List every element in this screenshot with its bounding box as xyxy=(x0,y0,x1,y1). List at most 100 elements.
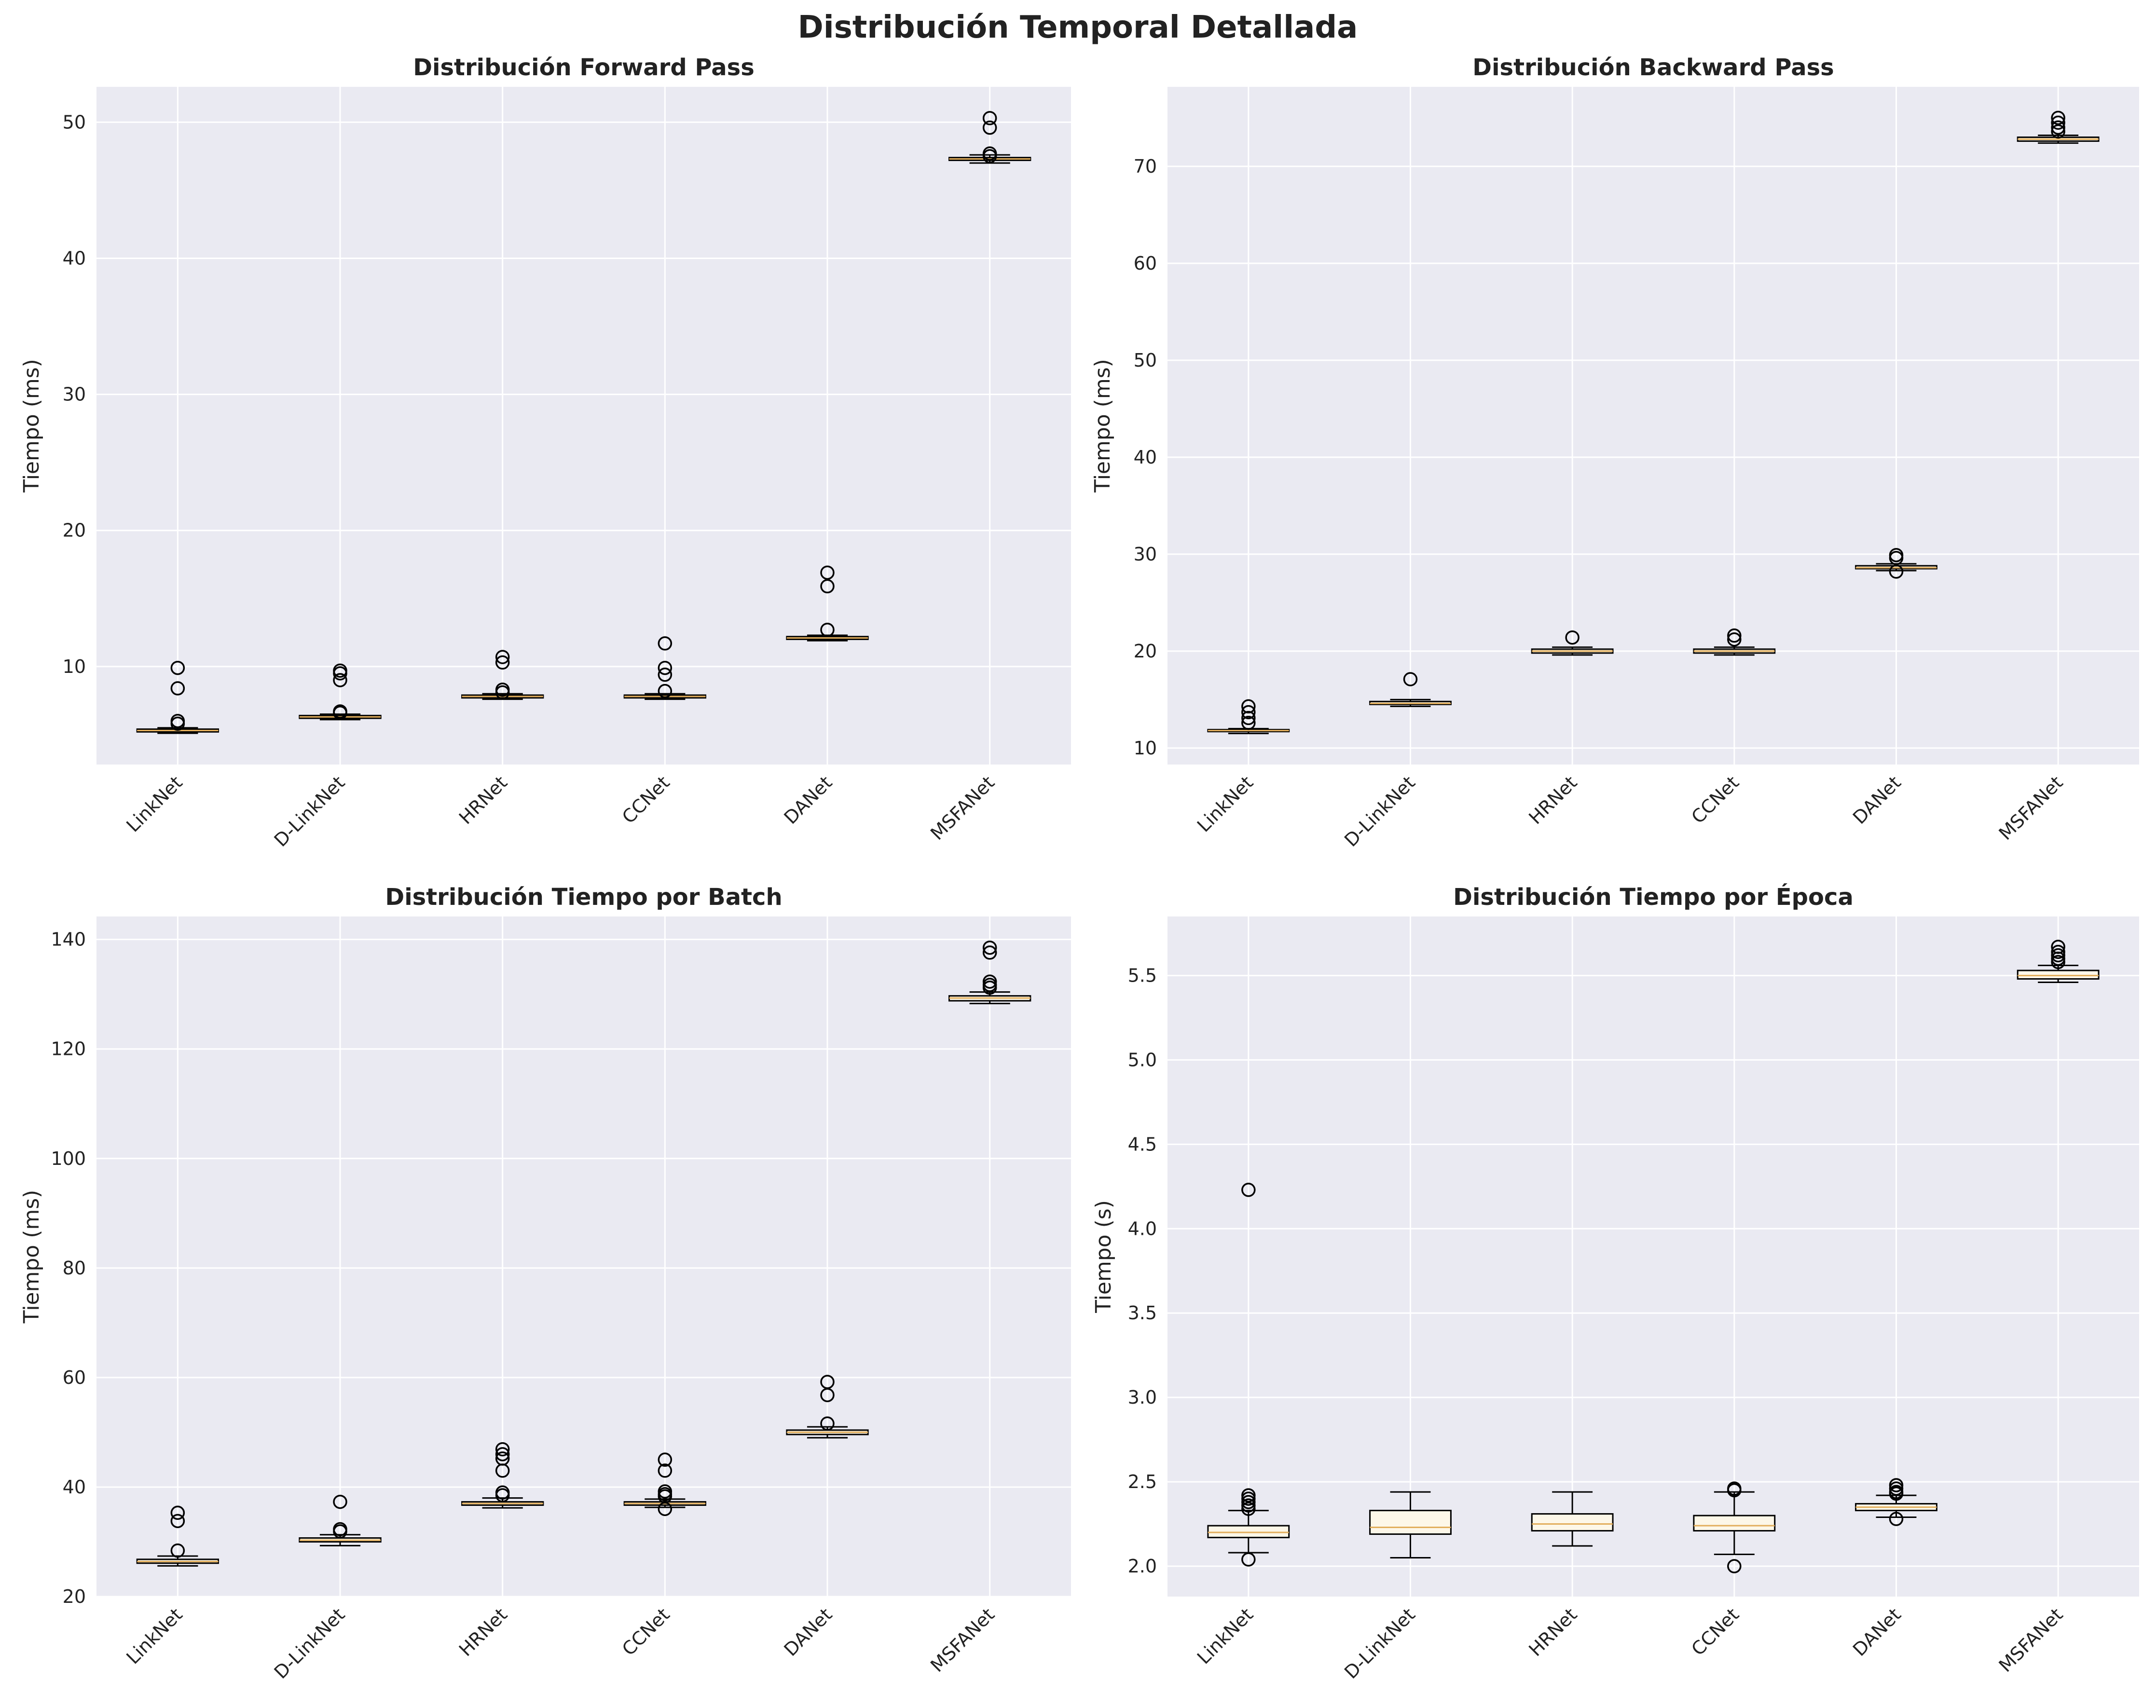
flier-point xyxy=(820,622,835,637)
y-tick-label: 60 xyxy=(63,1367,86,1388)
flier-point xyxy=(1241,1183,1256,1197)
box-MSFANet xyxy=(2017,940,2100,983)
flier-point xyxy=(170,1514,185,1529)
box-CCNet xyxy=(1693,628,1776,656)
flier-point xyxy=(658,683,673,698)
box-HRNet xyxy=(461,650,544,700)
y-axis-label: Tiempo (s) xyxy=(1091,1200,1116,1313)
flier-point xyxy=(2051,124,2065,139)
flier-point xyxy=(658,668,673,682)
flier-point xyxy=(1241,1495,1256,1509)
flier-point xyxy=(333,673,347,687)
panel-title: Distribución Backward Pass xyxy=(1472,54,1834,81)
flier-point xyxy=(1889,1512,1904,1526)
box-body xyxy=(2017,970,2100,980)
panel-title: Distribución Forward Pass xyxy=(413,54,755,81)
flier-point xyxy=(1241,1491,1256,1506)
y-tick-label: 4.5 xyxy=(1128,1134,1157,1155)
flier-point xyxy=(1889,551,1904,565)
flier-point xyxy=(333,1524,347,1539)
y-tick-label: 10 xyxy=(63,656,86,677)
y-tick-label: 80 xyxy=(63,1257,86,1279)
y-axis-label: Tiempo (ms) xyxy=(1090,359,1115,493)
y-tick-label: 120 xyxy=(51,1038,86,1060)
flier-point xyxy=(170,681,185,696)
flier-point xyxy=(1403,672,1418,686)
box-CCNet xyxy=(1693,1481,1776,1573)
y-tick-label: 60 xyxy=(1134,253,1157,274)
plot-area xyxy=(1167,916,2139,1597)
flier-point xyxy=(2051,944,2065,959)
y-tick-label: 20 xyxy=(63,520,86,541)
flier-point xyxy=(1241,1502,1256,1516)
flier-point xyxy=(170,1543,185,1558)
flier-point xyxy=(1727,628,1742,643)
flier-point xyxy=(820,1388,835,1402)
flier-point xyxy=(1889,1481,1904,1496)
box-D-LinkNet xyxy=(1369,1491,1452,1559)
y-tick-label: 20 xyxy=(63,1586,86,1607)
box-D-LinkNet xyxy=(1369,672,1452,707)
y-tick-label: 30 xyxy=(1134,544,1157,565)
y-tick-label: 5.0 xyxy=(1128,1049,1157,1070)
y-tick-label: 70 xyxy=(1134,156,1157,177)
y-tick-label: 4.0 xyxy=(1128,1218,1157,1239)
flier-point xyxy=(2051,120,2065,135)
flier-point xyxy=(2051,955,2065,970)
flier-point xyxy=(1727,1559,1742,1573)
panel-title: Distribución Tiempo por Época xyxy=(1453,883,1854,911)
flier-point xyxy=(982,111,997,125)
box-MSFANet xyxy=(948,940,1031,1005)
flier-point xyxy=(982,945,997,960)
box-MSFANet xyxy=(2017,110,2100,144)
box-D-LinkNet xyxy=(299,1494,382,1546)
flier-point xyxy=(982,980,997,995)
flier-point xyxy=(1727,1483,1742,1498)
y-tick-label: 40 xyxy=(63,247,86,269)
flier-point xyxy=(820,565,835,580)
y-tick-label: 2.0 xyxy=(1128,1556,1157,1577)
box-LinkNet xyxy=(1207,1183,1290,1567)
flier-point xyxy=(1565,630,1579,645)
plot-area xyxy=(96,916,1071,1597)
y-tick-label: 30 xyxy=(63,384,86,405)
flier-point xyxy=(333,706,347,720)
y-tick-label: 140 xyxy=(51,929,86,950)
flier-point xyxy=(658,1502,673,1517)
flier-point xyxy=(1241,705,1256,720)
y-tick-label: 50 xyxy=(1134,350,1157,371)
plot-area xyxy=(1167,87,2139,765)
box-D-LinkNet xyxy=(299,663,382,721)
figure-title: Distribución Temporal Detallada xyxy=(798,10,1358,45)
flier-point xyxy=(1241,1552,1256,1567)
flier-point xyxy=(658,660,673,675)
flier-point xyxy=(495,650,510,664)
box-body xyxy=(1531,1513,1614,1532)
flier-point xyxy=(2051,948,2065,963)
flier-point xyxy=(495,1463,510,1478)
box-HRNet xyxy=(461,1442,544,1509)
flier-point xyxy=(1889,1478,1904,1492)
box-LinkNet xyxy=(1207,699,1290,735)
flier-point xyxy=(495,1447,510,1462)
flier-point xyxy=(2051,115,2065,130)
flier-point xyxy=(820,1416,835,1431)
flier-point xyxy=(1241,699,1256,714)
box-body xyxy=(1369,1510,1452,1535)
box-body xyxy=(1207,1525,1290,1539)
flier-point xyxy=(495,655,510,670)
y-tick-label: 2.5 xyxy=(1128,1471,1157,1492)
y-tick-label: 100 xyxy=(51,1148,86,1169)
y-tick-label: 20 xyxy=(1134,641,1157,662)
flier-point xyxy=(495,1442,510,1457)
y-axis-label: Tiempo (ms) xyxy=(19,359,44,493)
flier-point xyxy=(658,1463,673,1478)
y-axis-label: Tiempo (ms) xyxy=(19,1190,44,1324)
flier-point xyxy=(2051,110,2065,125)
flier-point xyxy=(333,666,347,681)
box-CCNet xyxy=(623,1452,706,1517)
